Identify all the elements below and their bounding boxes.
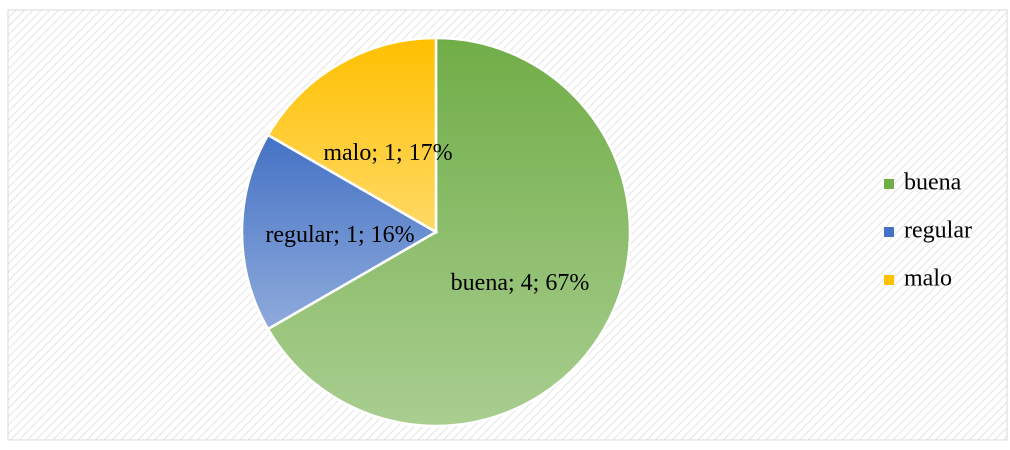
legend-swatch	[884, 227, 894, 237]
slice	[266, 36, 632, 428]
legend-label: buena	[904, 170, 962, 196]
legend-label: regular	[904, 218, 972, 244]
slice	[240, 133, 439, 331]
data-label: regular; 1; 16%	[265, 222, 415, 248]
legend-swatch	[884, 179, 894, 189]
legend-label: malo	[904, 266, 952, 292]
data-label: malo; 1; 17%	[323, 140, 453, 166]
legend-swatch	[884, 275, 894, 285]
slice	[266, 36, 438, 235]
data-label: buena; 4; 67%	[450, 270, 590, 296]
